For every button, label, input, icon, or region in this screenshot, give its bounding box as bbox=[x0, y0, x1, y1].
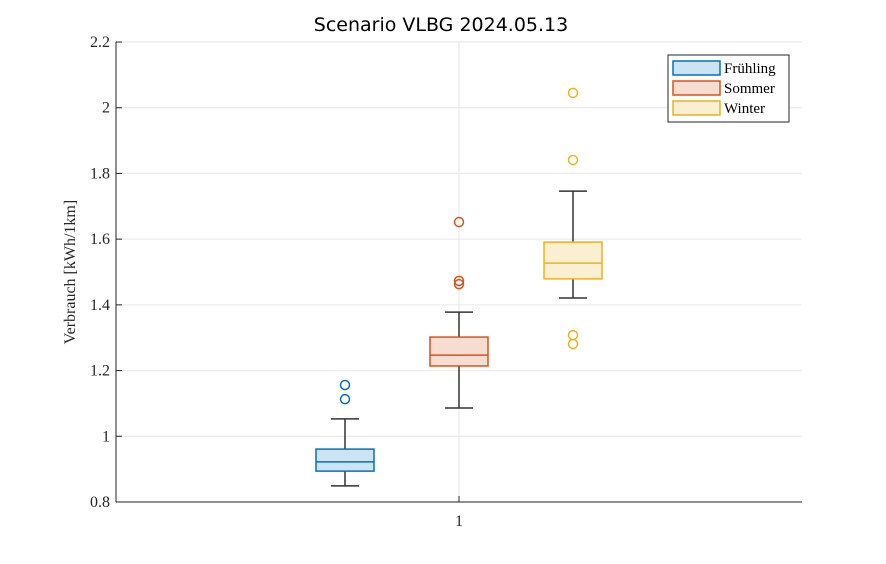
y-tick-label: 1.6 bbox=[90, 231, 110, 248]
y-tick-label: 1.4 bbox=[90, 297, 110, 314]
outlier-winter bbox=[567, 338, 579, 350]
y-tick-label: 2.2 bbox=[90, 34, 110, 51]
outlier-sommer bbox=[453, 216, 465, 228]
x-tick-label: 1 bbox=[455, 513, 463, 530]
y-axis-label: Verbrauch [kWh/1km] bbox=[62, 200, 79, 344]
y-tick-label: 2 bbox=[102, 100, 110, 117]
y-tick-label: 1.2 bbox=[90, 363, 110, 380]
outlier-sommer bbox=[453, 278, 465, 290]
outlier-sommer bbox=[453, 275, 465, 287]
box-sommer bbox=[429, 336, 489, 367]
legend-swatch bbox=[672, 80, 721, 96]
outlier-frühling bbox=[339, 379, 351, 391]
y-tick-label: 1.8 bbox=[90, 165, 110, 182]
legend-label: Frühling bbox=[724, 61, 776, 77]
legend-swatch bbox=[672, 60, 721, 76]
outlier-frühling bbox=[339, 393, 351, 405]
legend-label: Sommer bbox=[724, 81, 775, 97]
box-winter bbox=[543, 241, 603, 280]
box-frühling bbox=[315, 448, 375, 472]
chart-title: Scenario VLBG 2024.05.13 bbox=[314, 14, 568, 36]
outlier-winter bbox=[567, 87, 579, 99]
outlier-winter bbox=[567, 154, 579, 166]
legend-label: Winter bbox=[724, 101, 765, 117]
outlier-winter bbox=[567, 329, 579, 341]
y-tick-label: 1 bbox=[102, 428, 110, 445]
legend-swatch bbox=[672, 100, 721, 116]
y-tick-label: 0.8 bbox=[90, 494, 110, 511]
